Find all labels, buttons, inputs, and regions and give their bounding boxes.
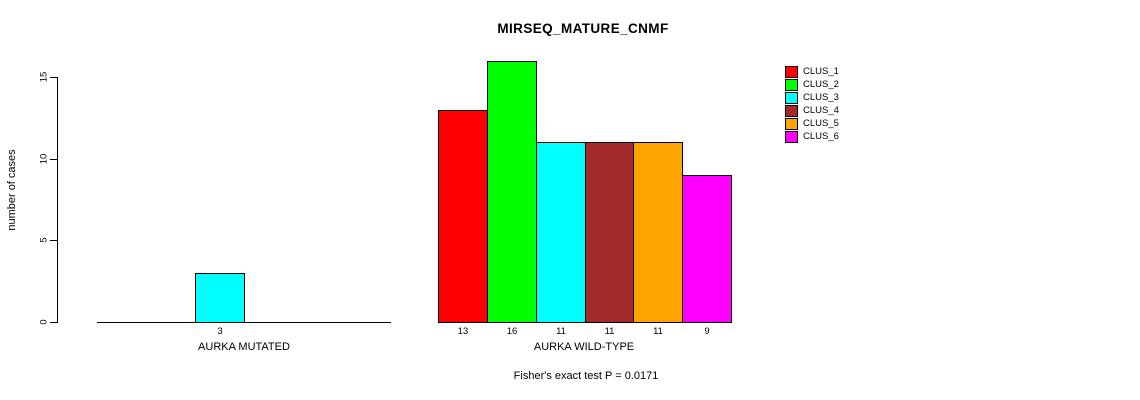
legend-swatch-clus_2	[785, 79, 798, 91]
group-label-aurka-wild-type: AURKA WILD-TYPE	[533, 341, 635, 353]
legend-row: CLUS_4	[785, 105, 839, 117]
group-label-aurka-mutated: AURKA MUTATED	[198, 341, 290, 353]
y-tick-mark	[50, 240, 57, 241]
legend-label: CLUS_4	[803, 105, 839, 116]
y-axis-line	[57, 77, 58, 323]
bar-value-label: 13	[457, 326, 469, 337]
bar-value-label: 11	[604, 326, 615, 337]
legend-row: CLUS_5	[785, 118, 839, 130]
legend-label: CLUS_1	[803, 66, 839, 77]
bar-value-label: 3	[217, 326, 223, 337]
legend-swatch-clus_3	[785, 92, 798, 104]
bar-clus_3	[536, 142, 586, 323]
bar-value-label: 16	[506, 326, 518, 337]
y-tick-label: 5	[38, 237, 50, 243]
legend-label: CLUS_2	[803, 79, 839, 90]
y-tick-label: 0	[38, 319, 50, 325]
bar-clus_3	[195, 273, 245, 323]
legend-swatch-clus_4	[785, 105, 798, 117]
bar-clus_6	[682, 175, 732, 323]
bar-clus_2	[487, 61, 537, 323]
y-tick-mark	[50, 322, 57, 323]
legend-swatch-clus_6	[785, 131, 798, 143]
bar-clus_1	[438, 110, 488, 323]
bar-value-label: 9	[704, 326, 710, 337]
legend-row: CLUS_3	[785, 92, 839, 104]
y-tick-label: 15	[38, 71, 50, 83]
legend-row: CLUS_1	[785, 66, 839, 78]
y-axis-label: number of cases	[6, 149, 18, 231]
legend-row: CLUS_2	[785, 79, 839, 91]
legend-label: CLUS_6	[803, 131, 839, 142]
legend-swatch-clus_1	[785, 66, 798, 78]
legend-label: CLUS_5	[803, 118, 839, 129]
y-tick-mark	[50, 77, 57, 78]
bar-value-label: 11	[653, 326, 663, 337]
bar-value-label: 11	[556, 326, 566, 337]
bar-clus_5	[633, 142, 683, 323]
bar-clus_4	[585, 142, 634, 323]
legend-swatch-clus_5	[785, 118, 798, 130]
legend-row: CLUS_6	[785, 131, 839, 143]
chart-title: MIRSEQ_MATURE_CNMF	[497, 21, 669, 36]
legend: CLUS_1 CLUS_2 CLUS_3 CLUS_4 CLUS_5 CLUS_6	[785, 66, 839, 143]
legend-label: CLUS_3	[803, 92, 839, 103]
fisher-test-footnote: Fisher's exact test P = 0.0171	[513, 370, 659, 382]
y-tick-label: 10	[38, 153, 50, 165]
y-tick-mark	[50, 159, 57, 160]
